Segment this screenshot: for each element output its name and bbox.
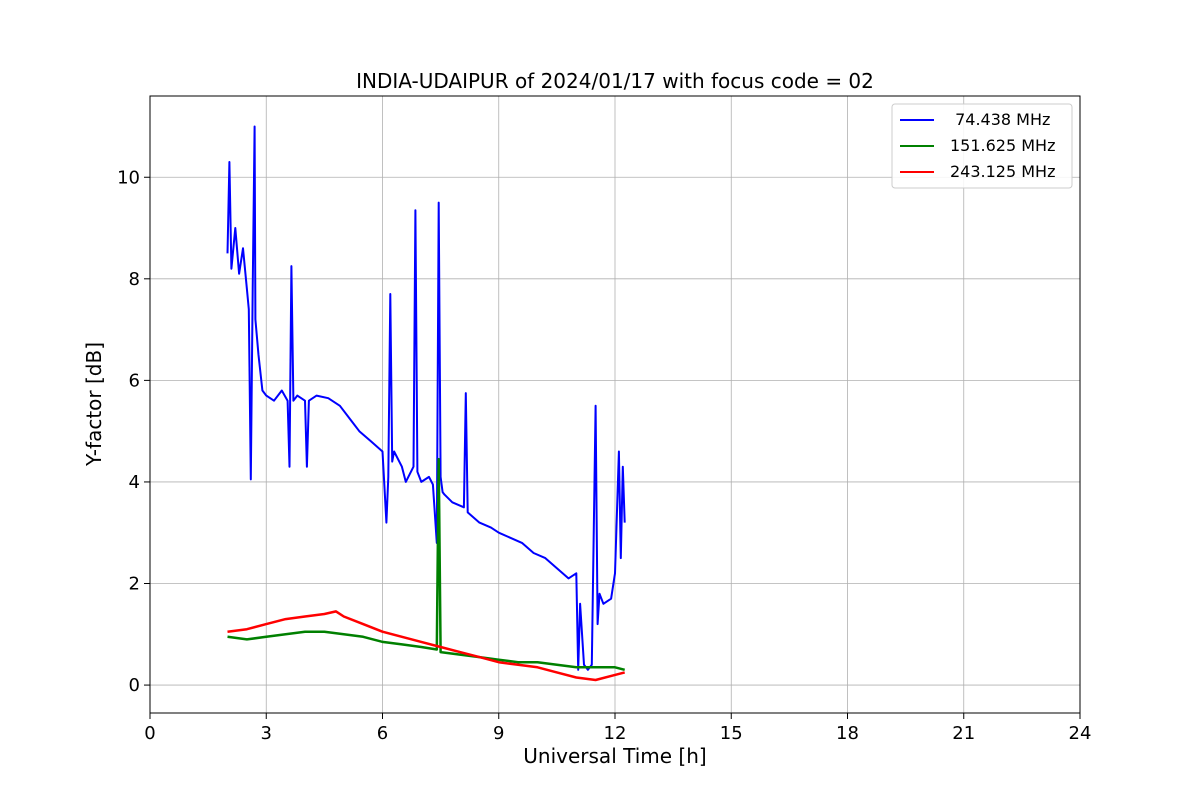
y-ticks: 0 2 4 6 8 10: [117, 167, 150, 696]
series-layer: [226, 125, 626, 682]
legend-box: [891, 103, 1073, 189]
y-tick-label: 2: [129, 574, 140, 595]
y-tick-label: 4: [129, 472, 140, 493]
y-tick-label: 8: [129, 269, 140, 290]
x-tick-label: 15: [720, 723, 743, 744]
x-tick-label: 24: [1069, 723, 1092, 744]
x-tick-label: 9: [493, 723, 504, 744]
legend-label-2: 151.625 MHz: [950, 136, 1055, 155]
legend-label-1: 74.438 MHz: [950, 110, 1050, 129]
x-ticks: 0 3 6 9 12 15 18 21 24: [144, 713, 1091, 744]
series-line-2: [227, 457, 626, 672]
x-tick-label: 18: [836, 723, 859, 744]
x-tick-label: 0: [144, 723, 155, 744]
x-tick-label: 6: [377, 723, 388, 744]
legend: 74.438 MHz 151.625 MHz 243.125 MHz: [891, 103, 1073, 189]
x-tick-label: 3: [261, 723, 272, 744]
y-axis-label: Y-factor [dB]: [82, 342, 106, 467]
chart-title: INDIA-UDAIPUR of 2024/01/17 with focus c…: [356, 69, 874, 93]
y-tick-label: 6: [129, 370, 140, 391]
series-line-3: [227, 610, 626, 682]
series-line-1: [226, 125, 626, 671]
legend-label-3: 243.125 MHz: [950, 162, 1055, 181]
x-tick-label: 12: [604, 723, 627, 744]
y-tick-label: 10: [117, 167, 140, 188]
x-axis-label: Universal Time [h]: [523, 744, 706, 768]
y-tick-label: 0: [129, 675, 140, 696]
x-tick-label: 21: [952, 723, 975, 744]
